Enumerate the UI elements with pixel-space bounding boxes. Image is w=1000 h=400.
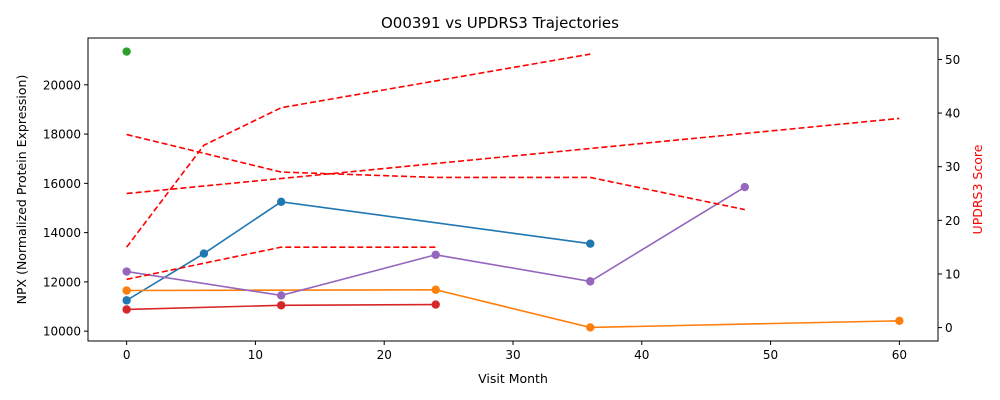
left-y-tick-label: 14000 xyxy=(43,226,81,240)
x-tick-label: 10 xyxy=(248,348,263,362)
npx-point xyxy=(276,291,286,300)
left-y-tick-label: 12000 xyxy=(43,275,81,289)
npx-point xyxy=(431,285,440,294)
right-y-tick-label: 50 xyxy=(945,53,960,67)
updrs3-line-3 xyxy=(126,117,900,195)
npx-point xyxy=(431,300,440,309)
npx-point xyxy=(276,301,286,310)
npx-series-1 xyxy=(122,197,595,305)
updrs3-line-1 xyxy=(125,53,591,248)
left-y-tick-label: 16000 xyxy=(43,177,81,191)
right-y-axis-ticks: 0 10 20 30 40 50 xyxy=(938,53,960,335)
x-tick-label: 30 xyxy=(505,348,520,362)
updrs3-line-2 xyxy=(126,133,745,211)
left-y-tick-label: 10000 xyxy=(43,325,81,339)
x-tick-label: 50 xyxy=(763,348,778,362)
npx-point xyxy=(431,250,440,259)
x-tick-label: 20 xyxy=(377,348,392,362)
left-y-axis-label: NPX (Normalized Protein Expression) xyxy=(14,75,29,305)
right-y-tick-label: 10 xyxy=(945,267,960,281)
npx-point xyxy=(895,316,904,325)
npx-point xyxy=(276,197,286,207)
right-y-tick-label: 0 xyxy=(945,321,953,335)
npx-point xyxy=(122,296,131,305)
npx-point xyxy=(122,267,131,276)
right-y-tick-label: 20 xyxy=(945,214,960,228)
npx-line xyxy=(126,288,900,329)
right-y-tick-label: 40 xyxy=(945,107,960,121)
series-layer xyxy=(122,47,904,332)
npx-series-2 xyxy=(122,285,904,332)
npx-line xyxy=(126,200,591,302)
right-y-tick-label: 30 xyxy=(945,160,960,174)
npx-point xyxy=(586,239,595,248)
npx-point xyxy=(122,286,131,295)
chart-title: O00391 vs UPDRS3 Trajectories xyxy=(381,14,619,32)
npx-point xyxy=(586,277,595,286)
npx-point xyxy=(740,182,750,192)
updrs3-line-4 xyxy=(126,246,436,281)
x-tick-label: 0 xyxy=(123,348,131,362)
x-tick-label: 40 xyxy=(634,348,649,362)
left-y-tick-label: 18000 xyxy=(43,128,81,142)
x-axis-label: Visit Month xyxy=(478,371,548,386)
npx-series-5 xyxy=(122,182,750,300)
right-y-axis-label: UPDRS3 Score xyxy=(970,144,985,234)
npx-point xyxy=(122,47,131,56)
npx-series-4 xyxy=(122,300,440,314)
x-tick-label: 60 xyxy=(892,348,907,362)
plot-frame xyxy=(87,37,939,342)
npx-line xyxy=(126,186,746,297)
left-y-axis-ticks: 10000 12000 14000 16000 18000 20000 xyxy=(43,78,88,339)
npx-point xyxy=(122,305,131,314)
npx-series-3 xyxy=(122,47,131,56)
npx-point xyxy=(199,249,209,258)
npx-point xyxy=(586,323,595,332)
left-y-tick-label: 20000 xyxy=(43,78,81,92)
x-axis-ticks: 0 10 20 30 40 50 60 xyxy=(123,341,907,362)
